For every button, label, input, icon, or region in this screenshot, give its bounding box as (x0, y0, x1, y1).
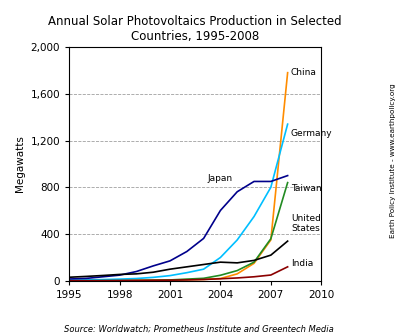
Title: Annual Solar Photovoltaics Production in Selected
Countries, 1995-2008: Annual Solar Photovoltaics Production in… (48, 15, 342, 43)
Text: Earth Policy Institute - www.earthpolicy.org: Earth Policy Institute - www.earthpolicy… (390, 83, 396, 238)
Text: Source: Worldwatch; Prometheus Institute and Greentech Media: Source: Worldwatch; Prometheus Institute… (64, 324, 333, 333)
Text: United
States: United States (291, 214, 321, 233)
Text: India: India (291, 259, 313, 268)
Text: Japan: Japan (207, 174, 232, 183)
Text: Taiwan: Taiwan (291, 184, 322, 193)
Text: Germany: Germany (291, 129, 333, 138)
Text: China: China (291, 68, 317, 77)
Y-axis label: Megawatts: Megawatts (15, 135, 25, 192)
